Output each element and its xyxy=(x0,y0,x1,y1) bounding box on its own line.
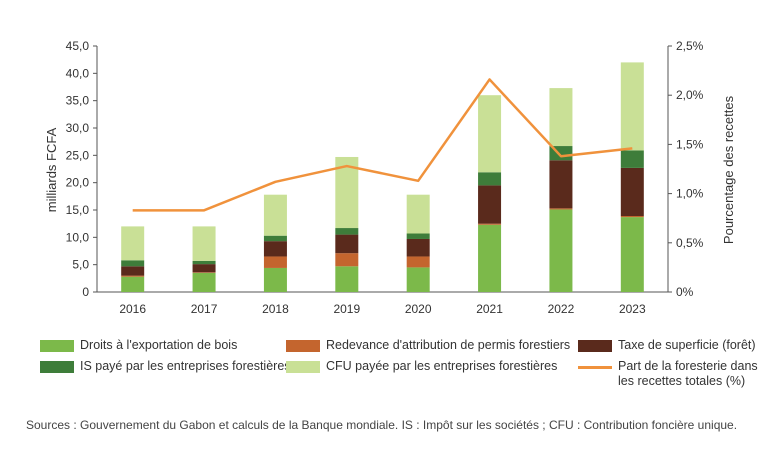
bar-segment-1 xyxy=(478,224,502,292)
y-left-tick-label: 15,0 xyxy=(66,203,90,217)
bar-segment-1 xyxy=(406,267,430,292)
x-tick-label: 2020 xyxy=(405,302,432,316)
bar-segment-2 xyxy=(121,275,145,277)
bar-segment-5 xyxy=(620,62,644,151)
legend-item-share-line: Part de la foresterie dans les recettes … xyxy=(578,359,758,389)
bar-segment-5 xyxy=(478,95,502,173)
y-left-tick-label: 25,0 xyxy=(66,148,90,162)
bar-segment-1 xyxy=(121,276,145,292)
bar-segment-4 xyxy=(192,260,216,265)
y-right-tick-label: 0% xyxy=(676,285,694,299)
legend-item-area-tax: Taxe de superficie (forêt) xyxy=(578,338,756,353)
bar-segment-2 xyxy=(478,223,502,225)
bar-segment-3 xyxy=(192,264,216,273)
x-tick-label: 2019 xyxy=(333,302,360,316)
y-left-tick-label: 40,0 xyxy=(66,66,90,80)
y-left-tick-label: 10,0 xyxy=(66,230,90,244)
bar-segment-4 xyxy=(263,235,287,242)
bar-segment-2 xyxy=(335,253,359,267)
y-right-tick-label: 1,0% xyxy=(676,187,704,201)
chart-bars xyxy=(121,62,644,292)
y-right-tick-label: 1,5% xyxy=(676,137,704,151)
bar-segment-3 xyxy=(620,167,644,217)
legend-label: Redevance d'attribution de permis forest… xyxy=(326,338,571,352)
legend-item-permit-fee: Redevance d'attribution de permis forest… xyxy=(286,338,570,353)
bar-segment-5 xyxy=(192,226,216,261)
x-tick-label: 2022 xyxy=(548,302,575,316)
legend-item-corporate-tax: IS payé par les entreprises forestières xyxy=(40,359,291,374)
bar-segment-1 xyxy=(192,272,216,292)
legend-swatch xyxy=(40,361,74,373)
bar-segment-3 xyxy=(549,160,573,209)
bar-segment-2 xyxy=(620,216,644,218)
bar-segment-4 xyxy=(478,172,502,186)
bar-segment-1 xyxy=(263,267,287,292)
share-line xyxy=(132,78,633,212)
bar-segment-3 xyxy=(263,241,287,257)
forestry-revenue-chart: 0 5,0 10,0 15,0 20,0 25,0 30,0 35,0 40,0 45,0 0% 0,… xyxy=(44,39,736,316)
legend-item-cfu: CFU payée par les entreprises forestière… xyxy=(286,359,557,374)
x-tick-label: 2023 xyxy=(619,302,646,316)
x-tick-label: 2016 xyxy=(119,302,146,316)
chart-line xyxy=(132,78,633,212)
bar-segment-5 xyxy=(549,88,573,147)
bar-segment-3 xyxy=(121,266,145,276)
x-tick-label: 2018 xyxy=(262,302,289,316)
bar-segment-3 xyxy=(406,238,430,257)
bar-segment-2 xyxy=(192,272,216,273)
chart-axes: 0 5,0 10,0 15,0 20,0 25,0 30,0 35,0 40,0 45,0 0% 0,… xyxy=(66,39,704,316)
legend-label: Droits à l'exportation de bois xyxy=(80,338,238,352)
bar-segment-5 xyxy=(335,156,359,229)
y-left-tick-label: 5,0 xyxy=(72,258,89,272)
legend-line-swatch xyxy=(578,366,612,369)
y-left-tick-label: 20,0 xyxy=(66,176,90,190)
bar-segment-4 xyxy=(620,150,644,168)
legend-swatch xyxy=(40,340,74,352)
y-right-tick-label: 0,5% xyxy=(676,236,704,250)
bar-segment-3 xyxy=(335,234,359,254)
x-tick-label: 2021 xyxy=(476,302,503,316)
bar-segment-5 xyxy=(121,226,145,261)
bar-segment-4 xyxy=(406,233,430,239)
source-note: Sources : Gouvernement du Gabon et calcu… xyxy=(26,418,738,432)
y-left-tick-label: 30,0 xyxy=(66,121,90,135)
bar-segment-2 xyxy=(406,256,430,268)
legend-label: Taxe de superficie (forêt) xyxy=(618,338,756,352)
legend-item-export-duties: Droits à l'exportation de bois xyxy=(40,338,237,353)
bar-segment-5 xyxy=(263,194,287,236)
bar-segment-5 xyxy=(406,194,430,234)
legend-label: Part de la foresterie dans les recettes … xyxy=(618,359,758,388)
bar-segment-1 xyxy=(549,209,573,292)
bar-segment-4 xyxy=(335,228,359,235)
legend-swatch xyxy=(578,340,612,352)
legend-label: CFU payée par les entreprises forestière… xyxy=(326,359,558,373)
y-left-tick-label: 0 xyxy=(82,285,89,299)
y-left-tick-label: 35,0 xyxy=(66,94,90,108)
legend-swatch xyxy=(286,361,320,373)
legend-swatch xyxy=(286,340,320,352)
bar-segment-1 xyxy=(335,266,359,292)
bar-segment-2 xyxy=(263,256,287,268)
bar-segment-3 xyxy=(478,185,502,224)
bar-segment-2 xyxy=(549,208,573,210)
y-axis-left-title: milliards FCFA xyxy=(44,127,59,212)
y-right-tick-label: 2,0% xyxy=(676,88,704,102)
x-tick-label: 2017 xyxy=(191,302,218,316)
y-right-tick-label: 2,5% xyxy=(676,39,704,53)
y-left-tick-label: 45,0 xyxy=(66,39,90,53)
bar-segment-4 xyxy=(121,260,145,267)
legend-label: IS payé par les entreprises forestières xyxy=(80,359,291,373)
bar-segment-1 xyxy=(620,217,644,292)
y-axis-right-title: Pourcentage des recettes xyxy=(721,95,736,244)
